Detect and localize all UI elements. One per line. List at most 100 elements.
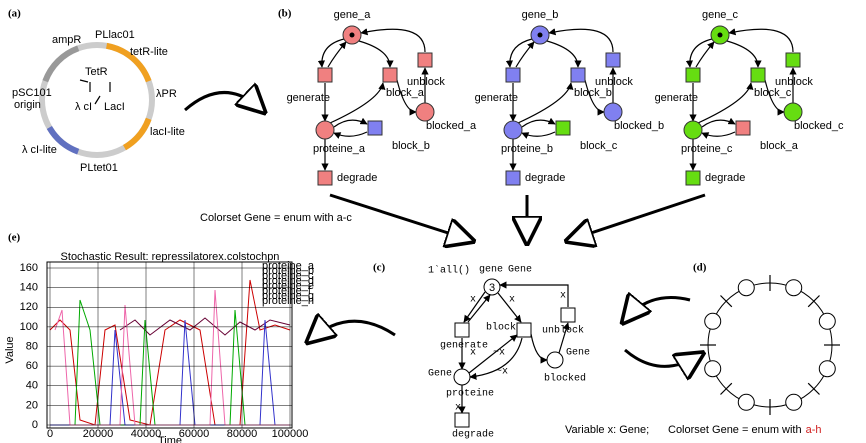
- place: [819, 313, 835, 329]
- place: [705, 361, 721, 377]
- caption: Variable x: Gene;: [565, 424, 649, 436]
- transition-label: block_b: [574, 87, 612, 99]
- plasmid-label: λ cI: [75, 101, 92, 113]
- plasmid-label: origin: [14, 99, 41, 111]
- plasmid-label: PLtet01: [80, 162, 118, 174]
- arc: [702, 132, 735, 136]
- arc-inscription: x: [560, 291, 566, 302]
- color-set: Gene: [428, 369, 452, 380]
- token: [538, 33, 543, 38]
- place: [786, 394, 802, 410]
- transition-label: generate: [287, 92, 330, 104]
- place-label: gene: [479, 265, 503, 276]
- transition: [506, 171, 520, 185]
- y-tick-label: 140: [20, 282, 38, 294]
- y-tick-label: 0: [32, 419, 38, 431]
- place-label: proteine_b: [501, 143, 553, 155]
- arc: [328, 42, 346, 67]
- figure: (a)(b)(c)(d)(e)ampRPLlac01tetR-liteTetRλ…: [0, 0, 866, 443]
- place: [684, 121, 702, 139]
- arc: [547, 41, 578, 67]
- token: [718, 33, 723, 38]
- place: [738, 394, 754, 410]
- place: [786, 280, 802, 296]
- y-tick-label: 60: [26, 360, 38, 372]
- transition: [368, 121, 382, 135]
- initial-marking: 1`all(): [428, 264, 470, 277]
- transition: [383, 68, 397, 82]
- arc: [80, 80, 88, 82]
- plasmid-label: pSC101: [12, 87, 52, 99]
- plasmid-gene: [45, 48, 78, 81]
- transition: [455, 413, 469, 427]
- y-tick-label: 160: [20, 262, 38, 274]
- place: [316, 121, 334, 139]
- arc: [702, 120, 735, 127]
- place-label: proteine: [446, 388, 494, 400]
- place-label: proteine_c: [681, 143, 733, 155]
- place-label: proteine_a: [313, 143, 366, 155]
- transition: [736, 121, 750, 135]
- place: [784, 103, 802, 121]
- arc: [522, 132, 555, 136]
- plot-traces: [50, 280, 290, 425]
- y-tick-label: 40: [26, 380, 38, 392]
- arc: [690, 39, 712, 67]
- transition-label: degrade: [452, 429, 494, 441]
- transition-label: generate: [440, 341, 488, 352]
- arc: [361, 29, 425, 52]
- arc: [518, 83, 571, 123]
- x-tick-label: 80000: [227, 428, 258, 440]
- arc: [727, 41, 758, 67]
- transition: [606, 53, 620, 67]
- x-tick-label: 0: [47, 428, 53, 440]
- arc: [696, 42, 714, 67]
- transition: [686, 171, 700, 185]
- transition-label: unblock: [542, 325, 584, 337]
- arc: [322, 39, 344, 67]
- legend-entry: proteine_h: [262, 295, 314, 307]
- transition-label: block_c: [754, 87, 792, 99]
- plasmid-gene: [125, 119, 149, 148]
- plasmid-label: PLlac01: [95, 29, 135, 41]
- place-label: blocked_a: [426, 120, 477, 132]
- transition: [318, 171, 332, 185]
- arc: [334, 120, 367, 127]
- arc: [510, 39, 532, 67]
- transition-label: unblock: [595, 76, 633, 88]
- arc: [698, 83, 751, 123]
- transition-label: block_b: [392, 140, 430, 152]
- transition: [517, 323, 531, 337]
- plasmid-label: TetR: [85, 66, 108, 78]
- place-label: blocked_b: [614, 120, 664, 132]
- transition: [686, 68, 700, 82]
- plot-title: Stochastic Result: repressilatorex.colst…: [61, 251, 280, 263]
- place: [547, 352, 563, 368]
- transition-label: block_c: [580, 140, 618, 152]
- arc: [516, 42, 534, 67]
- panel-label: (d): [693, 262, 707, 274]
- transition: [318, 68, 332, 82]
- plasmid-label: tetR-lite: [130, 46, 168, 58]
- token-count: 3: [489, 282, 495, 294]
- transition: [418, 53, 432, 67]
- transition: [786, 53, 800, 67]
- place-label: blocked_c: [794, 120, 844, 132]
- caption: Colorset Gene = enum witha-h: [668, 424, 822, 436]
- caption: Colorset Gene = enum with a-c: [200, 212, 352, 224]
- plasmid-label: λ cI-lite: [22, 144, 57, 156]
- transition-label: block_a: [760, 140, 799, 152]
- panel-label: (b): [278, 8, 292, 20]
- place-label: gene_b: [522, 9, 559, 21]
- axis-label: Value: [4, 336, 16, 363]
- arc: [330, 83, 383, 123]
- arc-inscription: x: [470, 348, 476, 359]
- x-tick-label: 60000: [179, 428, 210, 440]
- transition-label: degrade: [525, 172, 565, 184]
- transition: [561, 308, 575, 322]
- plasmid-label: lacI-lite: [150, 126, 185, 138]
- transition: [751, 68, 765, 82]
- panel-label: (c): [373, 262, 386, 274]
- caption-text: Colorset Gene = enum with: [668, 424, 802, 436]
- y-tick-label: 80: [26, 340, 38, 352]
